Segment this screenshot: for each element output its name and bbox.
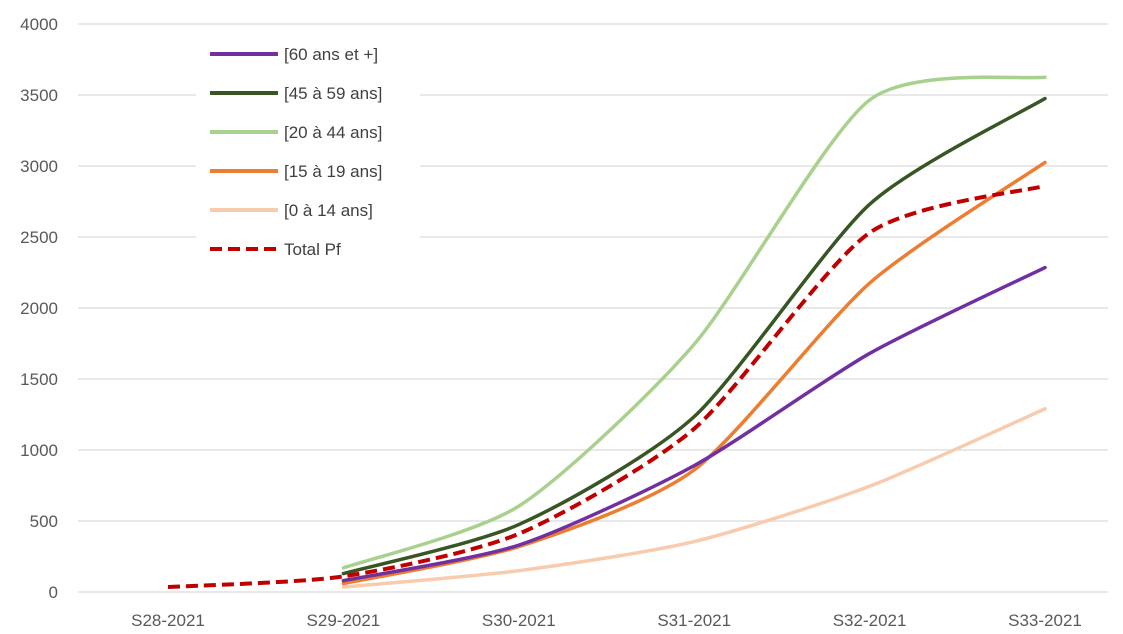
x-tick-label: S32-2021: [833, 611, 907, 630]
series-line-4: [341, 407, 1047, 589]
legend-background: [196, 36, 420, 268]
legend-label: [20 à 44 ans]: [284, 123, 382, 142]
y-tick-label: 500: [30, 512, 58, 531]
series-layer: [167, 75, 1047, 590]
legend-label: [45 à 59 ans]: [284, 84, 382, 103]
x-tick-label: S29-2021: [307, 611, 381, 630]
x-tick-label: S33-2021: [1008, 611, 1082, 630]
series-line-5: [167, 183, 1046, 590]
y-tick-label: 3500: [20, 86, 58, 105]
x-tick-label: S28-2021: [131, 611, 205, 630]
series-line-1: [341, 96, 1047, 576]
x-axis-ticks: S28-2021 S29-2021 S30-2021 S31-2021 S32-2021…: [131, 611, 1082, 630]
y-tick-label: 2500: [20, 228, 58, 247]
legend-label: [0 à 14 ans]: [284, 201, 373, 220]
y-tick-label: 2000: [20, 299, 58, 318]
x-tick-label: S30-2021: [482, 611, 556, 630]
y-axis-ticks: 0 500 1000 1500 2000 2500 3000 3500 4000: [20, 15, 58, 602]
y-tick-label: 0: [49, 583, 58, 602]
y-tick-label: 3000: [20, 157, 58, 176]
series-line-0: [341, 265, 1047, 583]
y-tick-label: 4000: [20, 15, 58, 34]
series-line-3: [341, 160, 1047, 586]
y-tick-label: 1500: [20, 370, 58, 389]
x-tick-label: S31-2021: [657, 611, 731, 630]
legend-label: Total Pf: [284, 240, 341, 259]
legend-label: [15 à 19 ans]: [284, 162, 382, 181]
legend-label: [60 ans et +]: [284, 45, 378, 64]
legend: [60 ans et +] [45 à 59 ans] [20 à 44 ans] […: [196, 36, 420, 268]
y-tick-label: 1000: [20, 441, 58, 460]
series-line-2: [341, 75, 1047, 570]
